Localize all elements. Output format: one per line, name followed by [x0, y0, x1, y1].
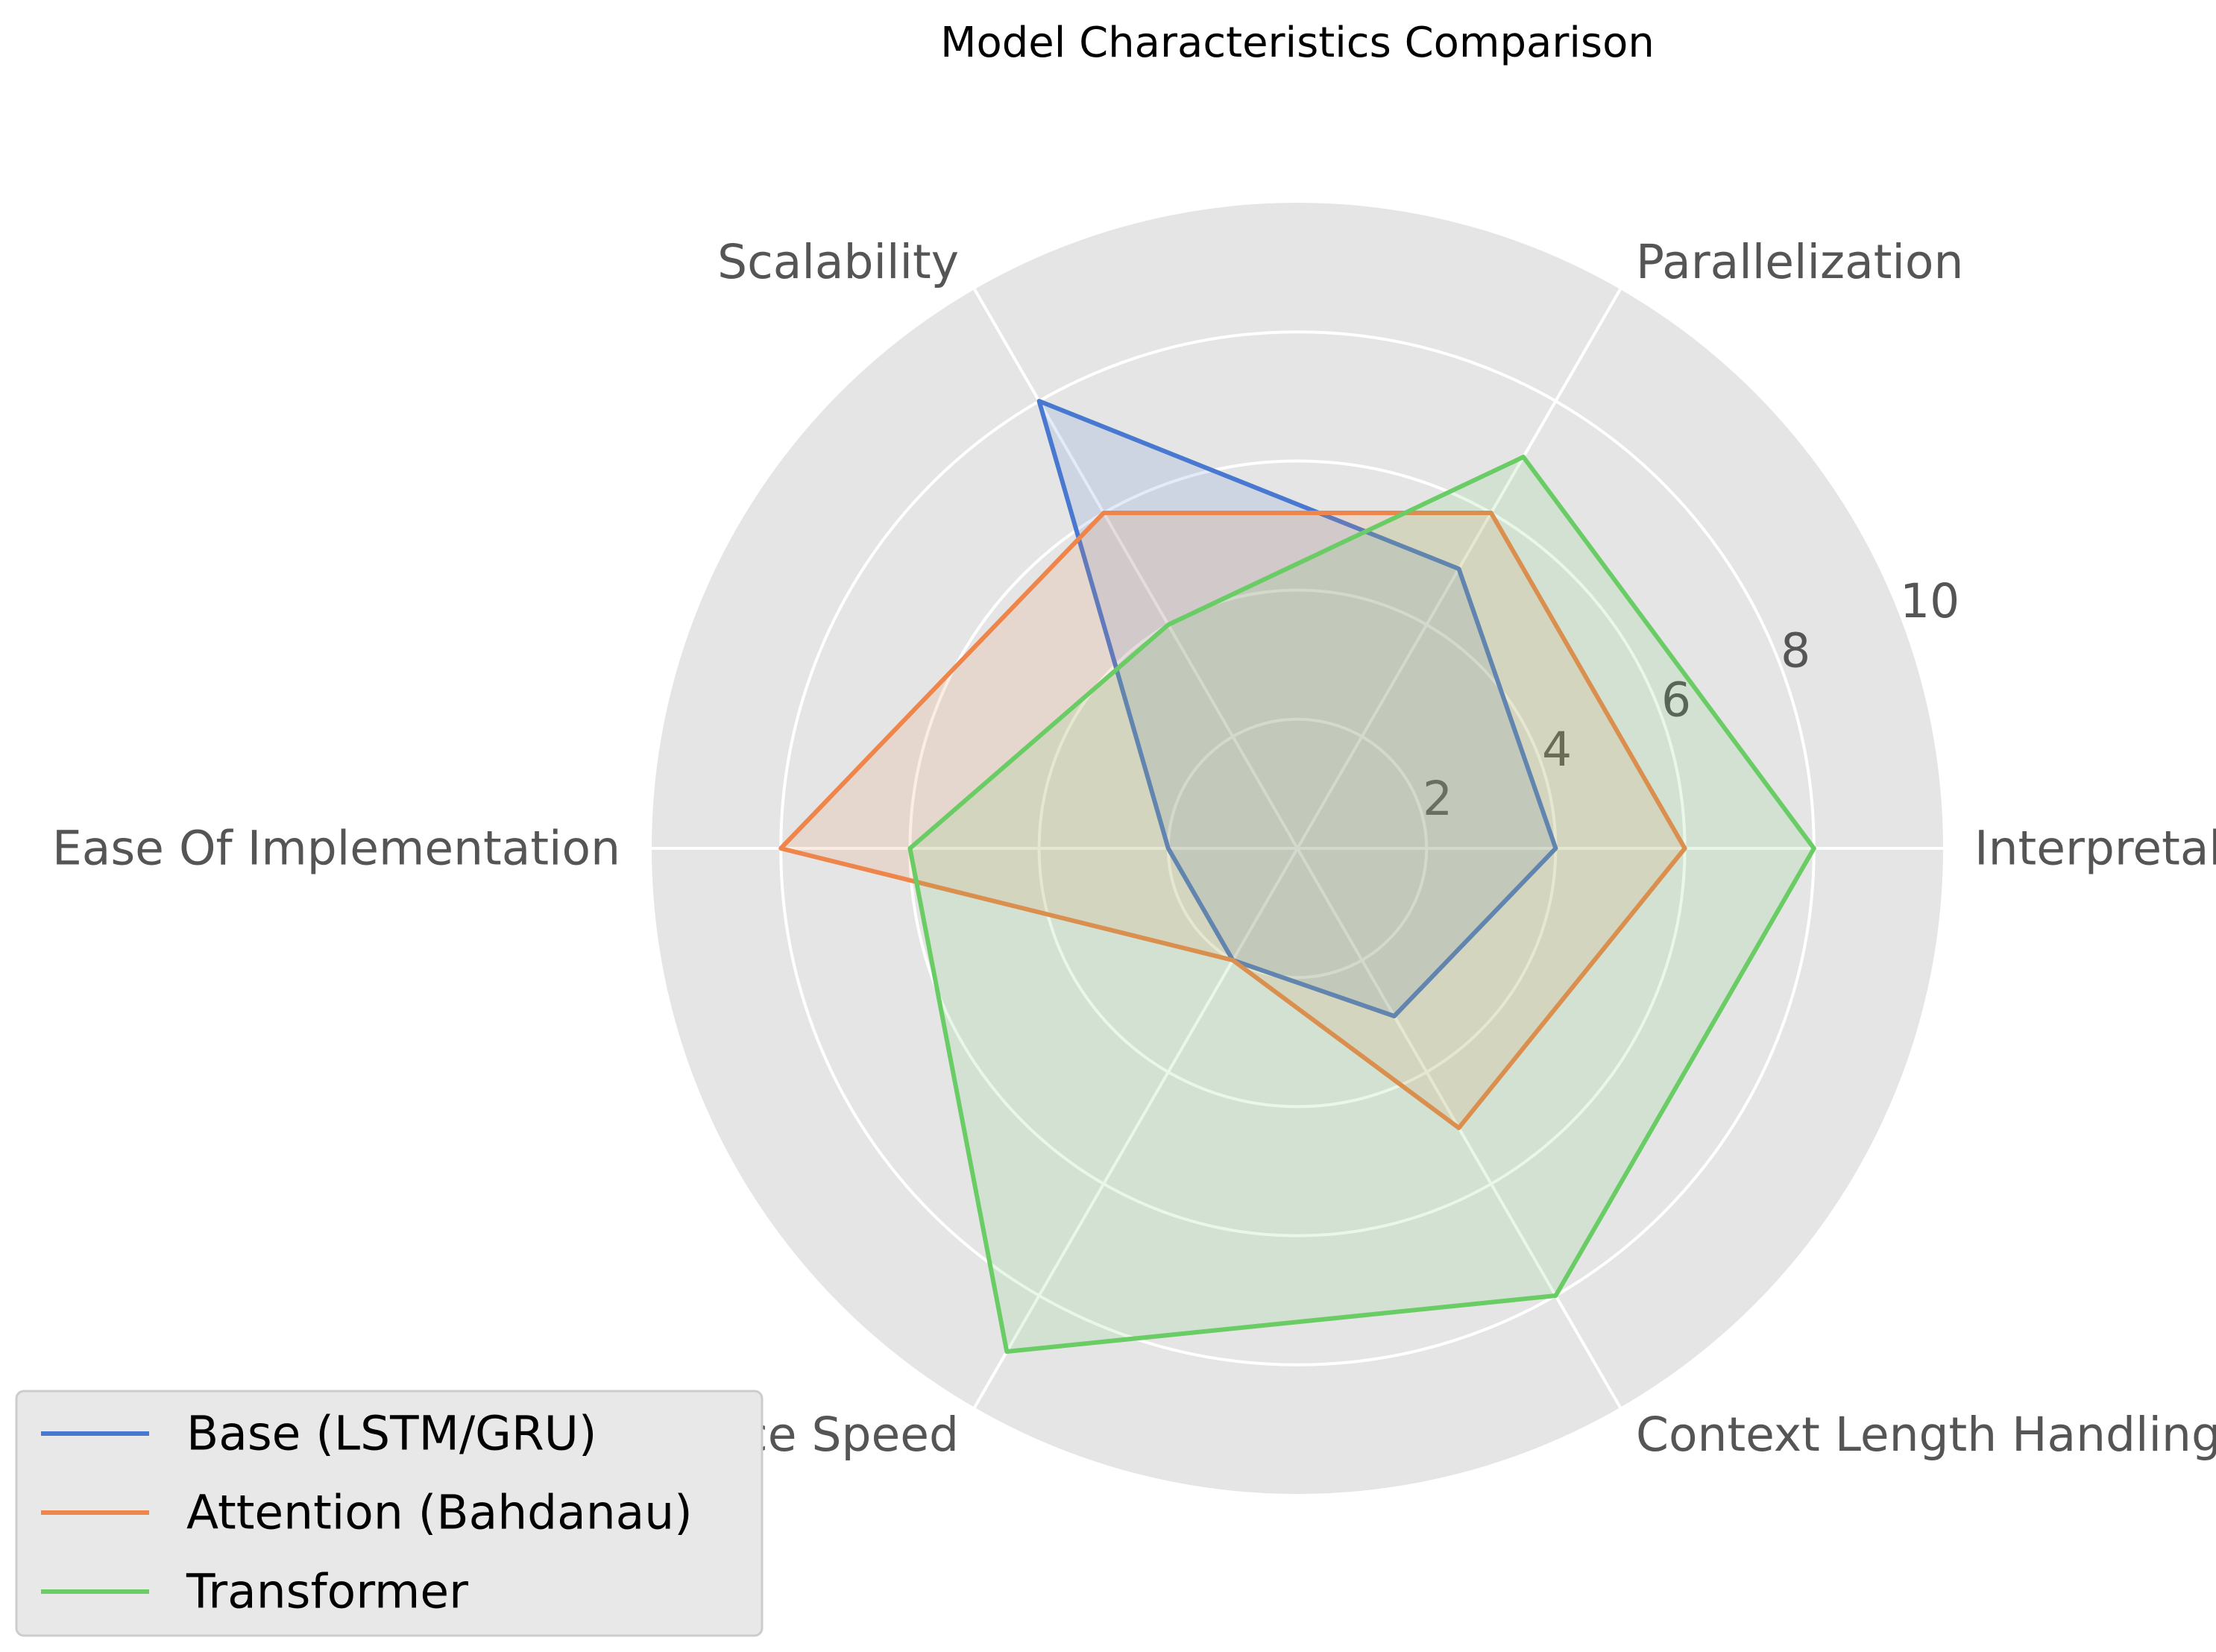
legend-label-0: Base (LSTM/GRU) — [186, 1407, 597, 1461]
tick-label-6: 6 — [1661, 673, 1691, 728]
series-line-1 — [778, 511, 1687, 1130]
category-labels: Interpretability Parallelization Scalabili… — [52, 235, 2216, 1462]
series-fill-2 — [910, 457, 1814, 1352]
tick-label-8: 8 — [1781, 623, 1810, 678]
chart-title: Model Characteristics Comparison — [940, 19, 1655, 67]
radial-tick-labels: 2 4 6 8 10 — [1423, 574, 1960, 826]
series-fill-1 — [781, 513, 1685, 1128]
legend-items: Base (LSTM/GRU) Attention (Bahdanau) Trans… — [41, 1407, 693, 1619]
series-line-2 — [907, 455, 1816, 1354]
category-label-3: Ease Of Implementation — [52, 822, 620, 876]
legend-label-1: Attention (Bahdanau) — [186, 1486, 693, 1540]
category-label-5: Context Length Handling — [1636, 1407, 2216, 1462]
tick-label-2: 2 — [1423, 772, 1452, 826]
legend-frame — [15, 1390, 764, 1637]
tick-label-4: 4 — [1542, 722, 1572, 777]
category-label-1: Parallelization — [1636, 235, 1963, 289]
series-group — [778, 399, 1816, 1354]
category-label-0: Interpretability — [1974, 822, 2216, 876]
legend: Base (LSTM/GRU) Attention (Bahdanau) Trans… — [15, 1390, 764, 1637]
series-fill-0 — [1039, 401, 1556, 1016]
grid-spoke-2 — [973, 289, 1299, 850]
legend-label-2: Transformer — [186, 1565, 468, 1619]
tick-label-10: 10 — [1900, 574, 1960, 628]
category-label-2: Scalability — [717, 235, 959, 289]
series-line-0 — [1036, 399, 1558, 1018]
grid-spoke-4 — [973, 848, 1299, 1408]
